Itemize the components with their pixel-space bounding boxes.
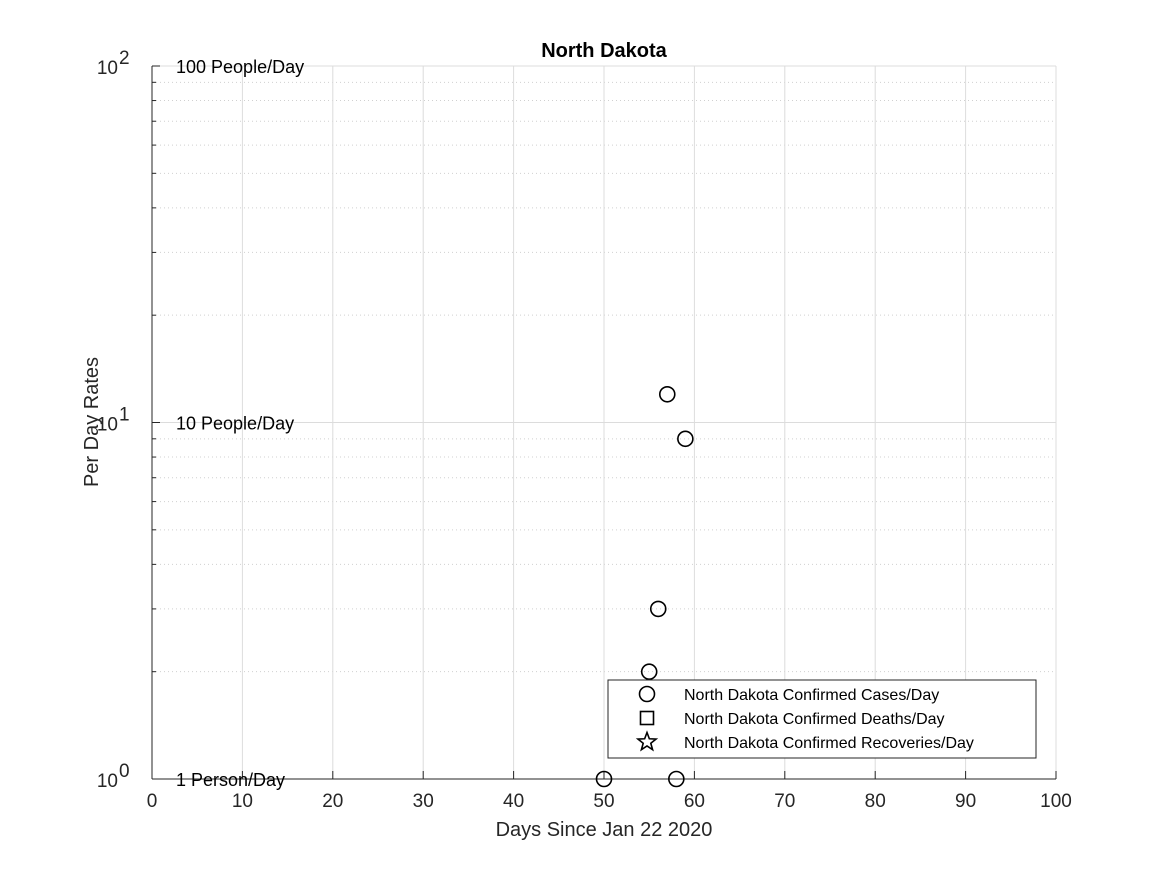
y-tick-label: 10 1 <box>97 405 130 436</box>
legend-circle-icon <box>638 685 656 703</box>
y-tick-base: 10 <box>97 415 118 436</box>
data-point-circle <box>640 663 658 680</box>
grid <box>151 65 1057 780</box>
x-tick-label: 0 <box>147 791 158 812</box>
y-tick-exponent: 0 <box>119 761 130 782</box>
y-axis-label: Per Day Rates <box>81 357 103 487</box>
legend-box <box>607 679 1037 759</box>
data-point-circle <box>595 770 613 788</box>
x-tick-label: 50 <box>593 791 614 812</box>
x-tick-label: 80 <box>865 791 886 812</box>
legend-entry: North Dakota Confirmed Deaths/Day <box>684 711 945 728</box>
rate-annotation: 10 People/Day <box>176 414 294 434</box>
data-point-circle <box>668 770 685 788</box>
x-tick-label: 10 <box>232 791 253 812</box>
x-tick-label: 100 <box>1040 791 1072 812</box>
legend-square-icon <box>639 710 655 726</box>
x-tick-label: 90 <box>955 791 976 812</box>
y-tick-label: 10 0 <box>97 761 130 792</box>
x-tick-label: 20 <box>322 791 343 812</box>
x-tick-label: 30 <box>413 791 434 812</box>
data-point-circle <box>658 385 676 403</box>
x-tick-labels: 0 10 20 30 40 50 60 70 80 90 100 <box>147 791 1072 812</box>
data-point-circle <box>649 600 667 618</box>
y-tick-base: 10 <box>97 58 118 79</box>
data-markers <box>595 385 694 788</box>
y-tick-label: 10 2 <box>97 48 130 79</box>
y-tick-exponent: 2 <box>119 48 130 69</box>
annotations: 100 People/Day 10 People/Day 1 Person/Day <box>176 57 304 790</box>
y-tick-base: 10 <box>97 771 118 792</box>
rate-annotation: 100 People/Day <box>176 57 304 77</box>
legend-entry: North Dakota Confirmed Cases/Day <box>684 687 939 704</box>
x-tick-label: 70 <box>774 791 795 812</box>
legend-entry: North Dakota Confirmed Recoveries/Day <box>684 735 974 752</box>
x-tick-label: 60 <box>684 791 705 812</box>
legend-star-icon <box>635 730 659 752</box>
chart-title: North Dakota <box>541 40 667 62</box>
legend: North Dakota Confirmed Cases/Day North Da… <box>607 679 1037 759</box>
x-tick-label: 40 <box>503 791 524 812</box>
x-axis-label: Days Since Jan 22 2020 <box>496 819 713 841</box>
axes <box>151 65 1057 780</box>
y-tick-exponent: 1 <box>119 405 130 426</box>
rate-annotation: 1 Person/Day <box>176 770 285 790</box>
data-point-circle <box>677 430 694 448</box>
